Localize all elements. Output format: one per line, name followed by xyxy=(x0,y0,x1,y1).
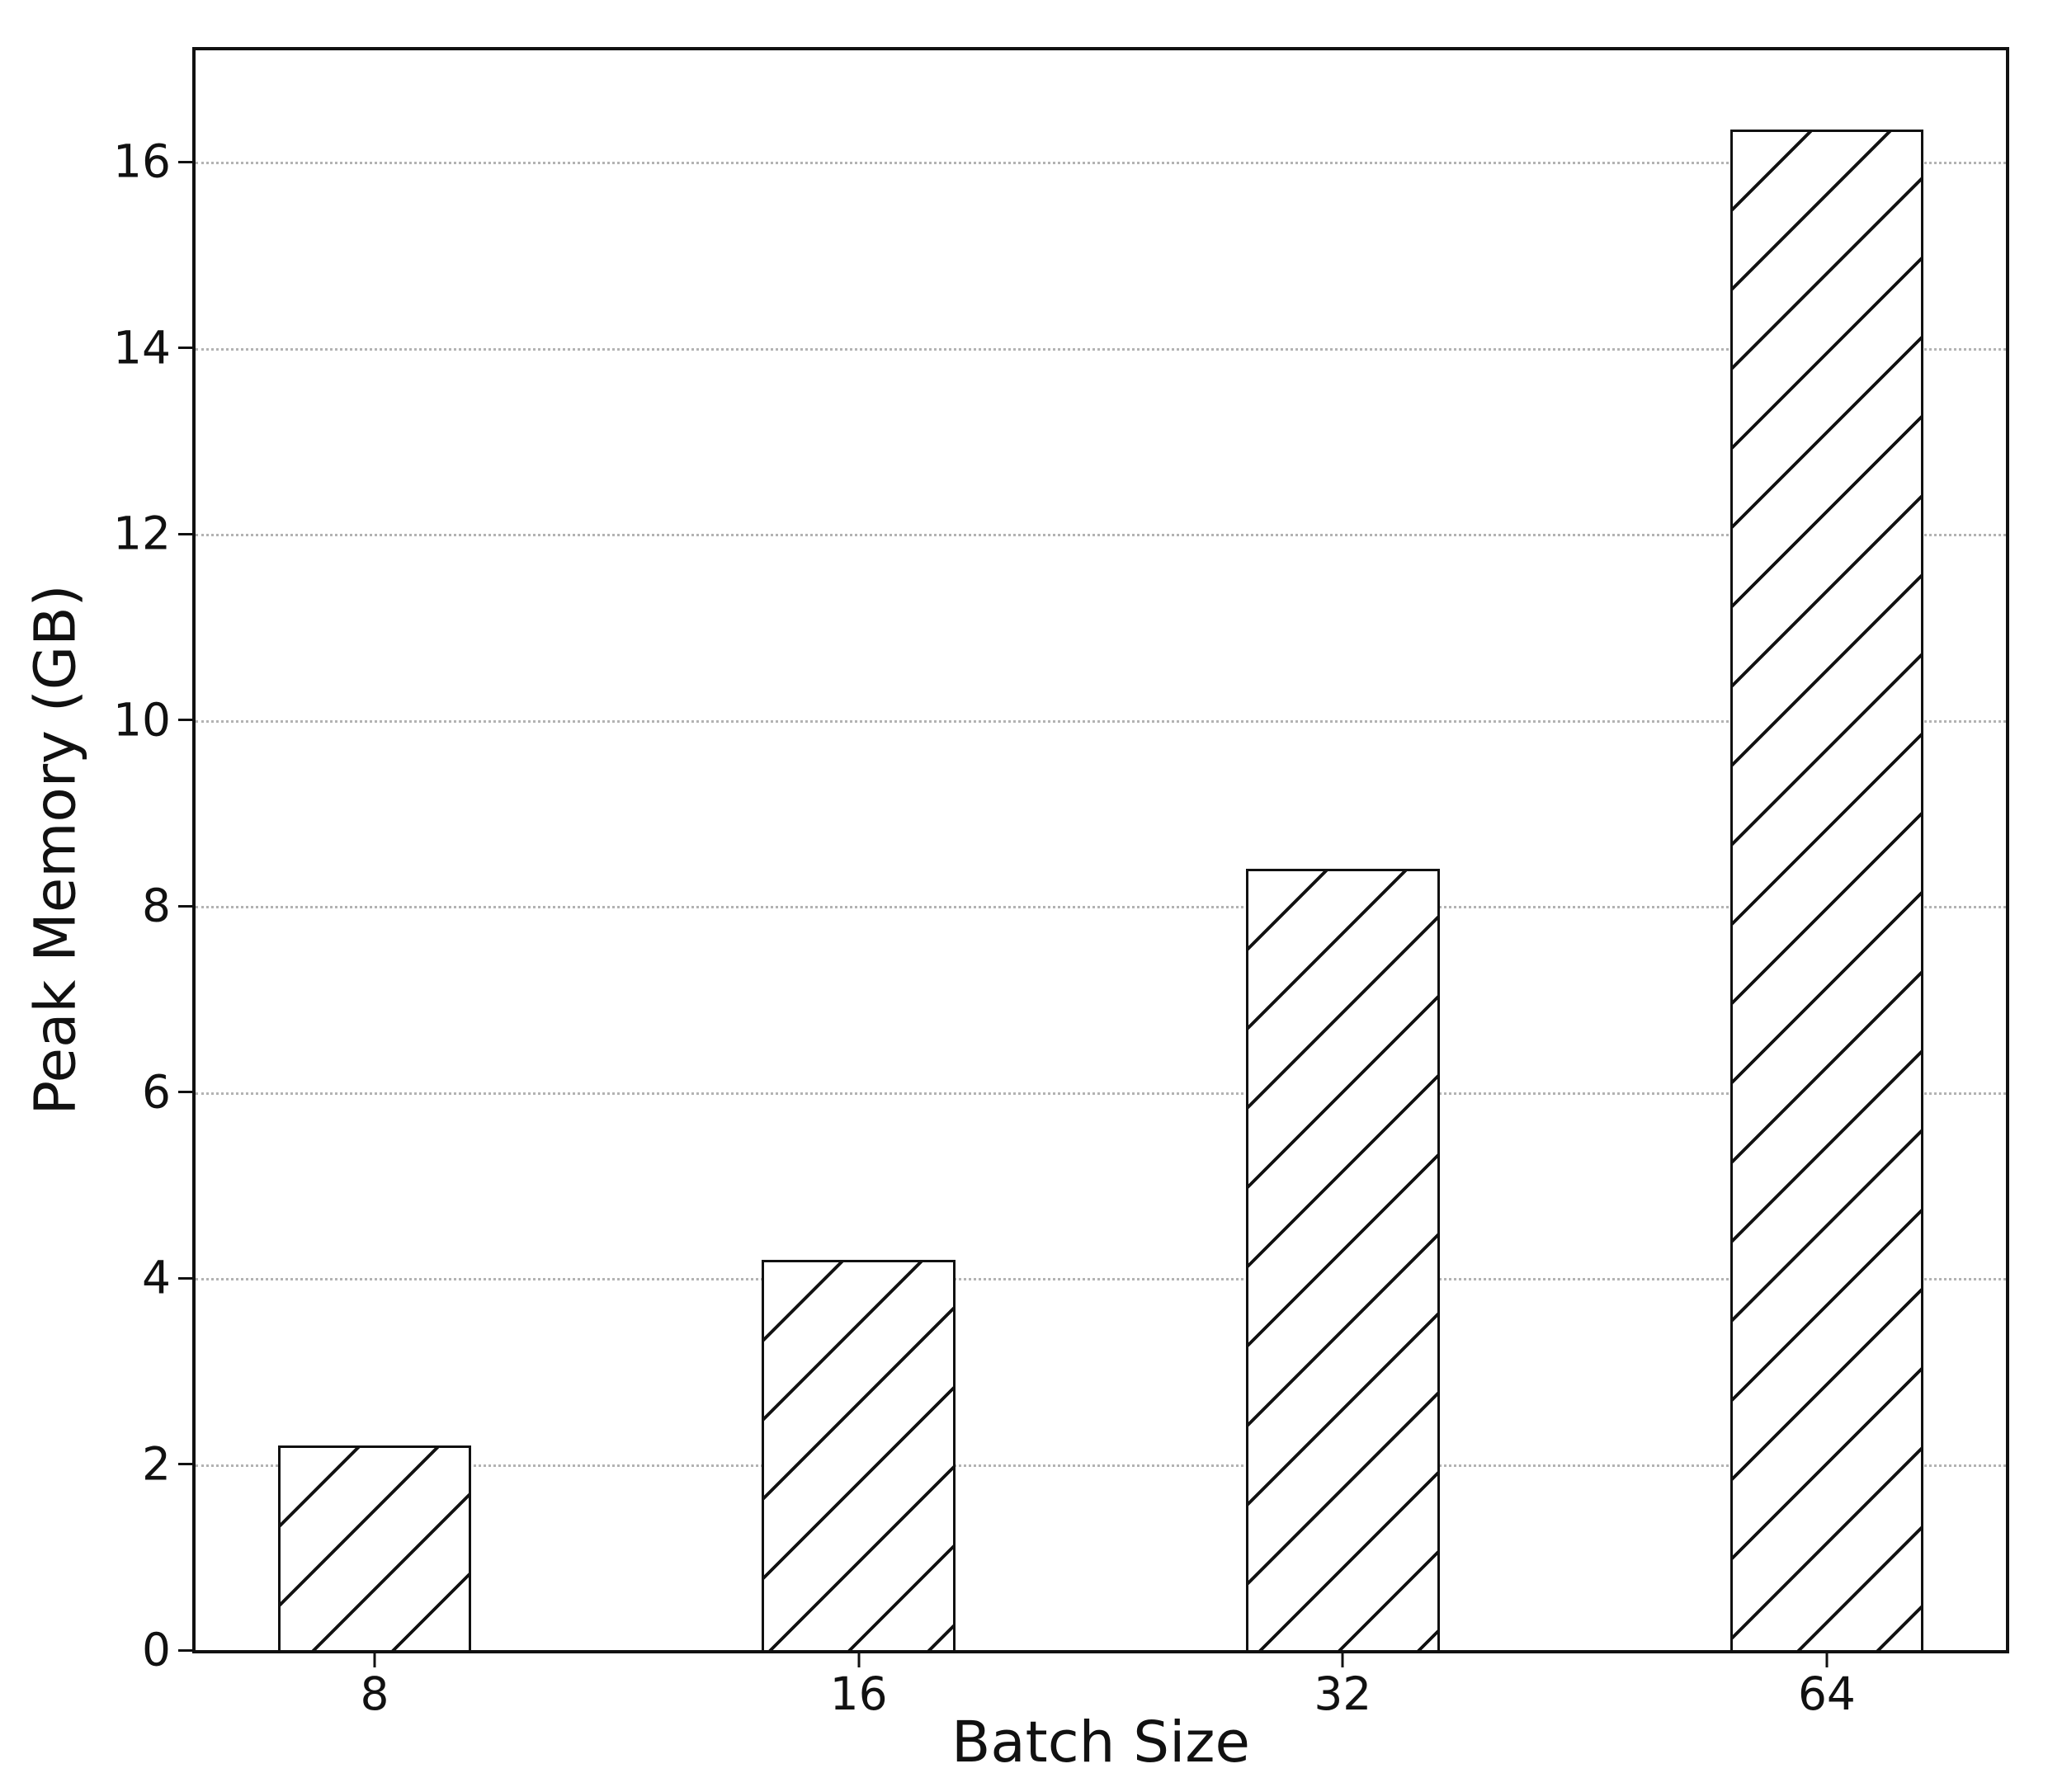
gridline xyxy=(196,1092,2006,1095)
gridline xyxy=(196,534,2006,537)
gridline xyxy=(196,906,2006,909)
bar xyxy=(1729,129,1924,1650)
y-axis-label: Peak Memory (GB) xyxy=(22,584,89,1115)
y-tick-label: 8 xyxy=(142,879,171,932)
bar xyxy=(1245,869,1440,1650)
y-tick-mark xyxy=(178,532,192,535)
y-tick-mark xyxy=(178,160,192,163)
y-tick-label: 2 xyxy=(142,1437,171,1491)
bar xyxy=(277,1445,472,1650)
plot-area: 0 2 4 6 8 10 12 14 16 8 16 32 64 xyxy=(113,47,2009,1717)
y-tick-label: 14 xyxy=(113,321,171,375)
y-tick-label: 6 xyxy=(142,1065,171,1119)
x-tick-label: 8 xyxy=(360,1667,389,1720)
y-tick-label: 4 xyxy=(142,1251,171,1304)
y-tick-label: 16 xyxy=(113,134,171,188)
y-tick-mark xyxy=(178,1091,192,1094)
bar xyxy=(762,1259,956,1650)
y-tick-mark xyxy=(178,719,192,722)
gridline xyxy=(196,1278,2006,1281)
gridline xyxy=(196,347,2006,351)
y-tick-mark xyxy=(178,904,192,908)
gridline xyxy=(196,162,2006,165)
x-tick-mark xyxy=(373,1653,376,1667)
y-tick-label: 12 xyxy=(113,507,171,560)
gridline xyxy=(196,1464,2006,1467)
x-axis-label: Batch Size xyxy=(951,1709,1250,1775)
y-tick-mark xyxy=(178,1648,192,1652)
x-tick-mark xyxy=(1341,1653,1344,1667)
y-tick-mark xyxy=(178,1276,192,1280)
y-tick-label: 10 xyxy=(113,693,171,747)
y-tick-mark xyxy=(178,347,192,350)
x-tick-label: 32 xyxy=(1314,1667,1372,1720)
y-tick-mark xyxy=(178,1463,192,1466)
x-tick-mark xyxy=(1825,1653,1829,1667)
gridline xyxy=(196,719,2006,723)
y-tick-label: 0 xyxy=(142,1623,171,1676)
x-tick-label: 64 xyxy=(1797,1667,1856,1720)
x-tick-label: 16 xyxy=(829,1667,888,1720)
x-tick-mark xyxy=(857,1653,861,1667)
